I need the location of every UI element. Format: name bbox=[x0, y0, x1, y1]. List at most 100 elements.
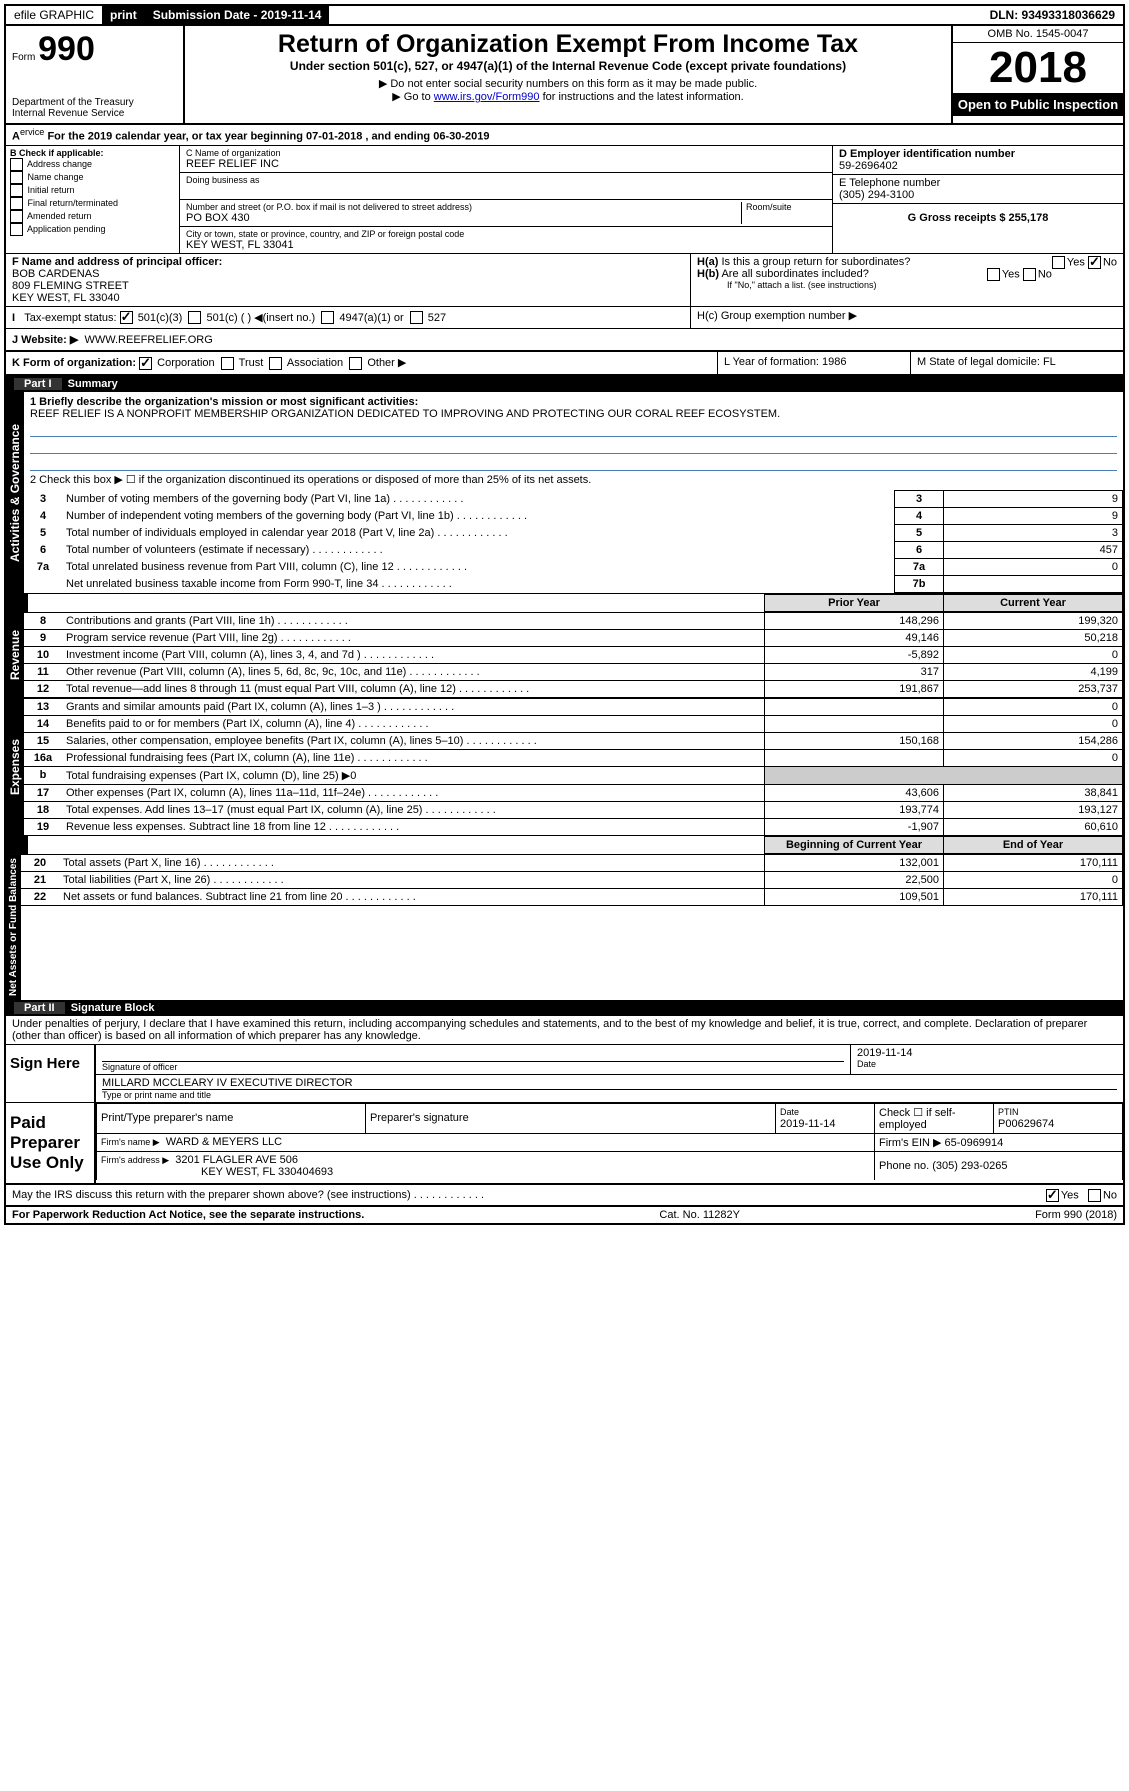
data-row: 10 Investment income (Part VIII, column … bbox=[24, 646, 1123, 663]
col-prior: Prior Year bbox=[765, 594, 944, 611]
sig-officer-label: Signature of officer bbox=[102, 1062, 844, 1072]
form-title: Return of Organization Exempt From Incom… bbox=[189, 30, 947, 59]
firm-city: KEY WEST, FL 330404693 bbox=[101, 1166, 333, 1178]
part1-header: Part I Summary bbox=[6, 376, 1123, 392]
gov-row: 6 Total number of volunteers (estimate i… bbox=[24, 541, 1123, 558]
top-bar: efile GRAPHIC print Submission Date - 20… bbox=[6, 6, 1123, 26]
box-b-item[interactable]: Address change bbox=[10, 158, 175, 171]
data-row: b Total fundraising expenses (Part IX, c… bbox=[24, 766, 1123, 784]
col-begin: Beginning of Current Year bbox=[765, 836, 944, 853]
j-label: J Website: ▶ bbox=[12, 334, 78, 346]
col-end: End of Year bbox=[944, 836, 1123, 853]
data-row: 20 Total assets (Part X, line 16) 132,00… bbox=[21, 854, 1123, 871]
city-label: City or town, state or province, country… bbox=[186, 229, 826, 239]
ptin: P00629674 bbox=[998, 1118, 1054, 1130]
data-row: 18 Total expenses. Add lines 13–17 (must… bbox=[24, 801, 1123, 818]
side-expenses: Expenses bbox=[6, 698, 24, 836]
paid-preparer: Paid Preparer Use Only bbox=[6, 1103, 94, 1183]
firm-addr: 3201 FLAGLER AVE 506 bbox=[175, 1154, 298, 1166]
k-label: K Form of organization: bbox=[12, 357, 136, 369]
data-row: 16a Professional fundraising fees (Part … bbox=[24, 749, 1123, 766]
section-b-to-g: B Check if applicable: Address change Na… bbox=[6, 146, 1123, 253]
data-row: 12 Total revenue—add lines 8 through 11 … bbox=[24, 680, 1123, 697]
cat-no: Cat. No. 11282Y bbox=[659, 1209, 740, 1221]
dln: DLN: 93493318036629 bbox=[982, 6, 1123, 24]
date-label: Date bbox=[857, 1059, 1117, 1069]
data-row: 11 Other revenue (Part VIII, column (A),… bbox=[24, 663, 1123, 680]
box-b-item[interactable]: Amended return bbox=[10, 210, 175, 223]
side-netassets: Net Assets or Fund Balances bbox=[6, 854, 21, 1000]
data-row: 9 Program service revenue (Part VIII, li… bbox=[24, 629, 1123, 646]
hc-label: H(c) Group exemption number ▶ bbox=[691, 307, 1123, 329]
phone-value: (305) 294-3100 bbox=[839, 189, 1117, 201]
form-number: 990 bbox=[38, 30, 95, 68]
firm-phone: Phone no. (305) 293-0265 bbox=[875, 1151, 1123, 1180]
irs-link[interactable]: www.irs.gov/Form990 bbox=[434, 91, 540, 103]
hb-note: If "No," attach a list. (see instruction… bbox=[697, 280, 1117, 290]
note2-post: for instructions and the latest informat… bbox=[540, 91, 744, 103]
discuss-no[interactable] bbox=[1088, 1189, 1101, 1202]
org-address: PO BOX 430 bbox=[186, 212, 741, 224]
data-row: 15 Salaries, other compensation, employe… bbox=[24, 732, 1123, 749]
name-title-label: Type or print name and title bbox=[102, 1089, 1117, 1100]
gov-row: 7a Total unrelated business revenue from… bbox=[24, 558, 1123, 575]
self-emp-check[interactable]: Check ☐ if self-employed bbox=[875, 1103, 994, 1133]
gov-row: 3 Number of voting members of the govern… bbox=[24, 490, 1123, 507]
box-b-label: B Check if applicable: bbox=[10, 148, 175, 158]
dept-treasury: Department of the Treasury Internal Reve… bbox=[12, 97, 177, 119]
ein-value: 59-2696402 bbox=[839, 160, 1117, 172]
submission-date: Submission Date - 2019-11-14 bbox=[145, 6, 330, 24]
box-b-item[interactable]: Name change bbox=[10, 171, 175, 184]
f-label: F Name and address of principal officer: bbox=[12, 256, 684, 268]
addr-label: Number and street (or P.O. box if mail i… bbox=[186, 202, 741, 212]
org-city: KEY WEST, FL 33041 bbox=[186, 239, 826, 251]
hb-label: H(b) Are all subordinates included? Yes … bbox=[697, 268, 1117, 280]
firm-ein: Firm's EIN ▶ 65-0969914 bbox=[875, 1133, 1123, 1151]
c-name-label: C Name of organization bbox=[186, 148, 826, 158]
l-year: L Year of formation: 1986 bbox=[718, 352, 911, 374]
officer-name: BOB CARDENAS bbox=[12, 268, 684, 280]
form-header: Form 990 Department of the Treasury Inte… bbox=[6, 26, 1123, 125]
data-row: 13 Grants and similar amounts paid (Part… bbox=[24, 698, 1123, 715]
data-row: 17 Other expenses (Part IX, column (A), … bbox=[24, 784, 1123, 801]
form-label: Form bbox=[12, 52, 35, 63]
data-row: 19 Revenue less expenses. Subtract line … bbox=[24, 818, 1123, 835]
part2-header: Part II Signature Block bbox=[6, 1000, 1123, 1016]
data-row: 14 Benefits paid to or for members (Part… bbox=[24, 715, 1123, 732]
discuss-label: May the IRS discuss this return with the… bbox=[12, 1189, 411, 1201]
print-button[interactable]: print bbox=[102, 6, 145, 24]
q2: 2 Check this box ▶ ☐ if the organization… bbox=[30, 473, 1117, 486]
501c3-checkbox[interactable] bbox=[120, 311, 133, 324]
data-row: 22 Net assets or fund balances. Subtract… bbox=[21, 888, 1123, 905]
gov-row: 5 Total number of individuals employed i… bbox=[24, 524, 1123, 541]
gov-row: 4 Number of independent voting members o… bbox=[24, 507, 1123, 524]
box-b-item[interactable]: Application pending bbox=[10, 223, 175, 236]
note2-pre: ▶ Go to bbox=[392, 91, 433, 103]
page-footer: For Paperwork Reduction Act Notice, see … bbox=[6, 1207, 1123, 1223]
sign-here: Sign Here bbox=[6, 1045, 94, 1102]
col-current: Current Year bbox=[944, 594, 1123, 611]
sig-date: 2019-11-14 bbox=[857, 1047, 1117, 1059]
box-b-item[interactable]: Initial return bbox=[10, 184, 175, 197]
tax-year: 2018 bbox=[953, 43, 1123, 93]
q1: 1 Briefly describe the organization's mi… bbox=[30, 396, 1117, 408]
firm-name: WARD & MEYERS LLC bbox=[166, 1136, 282, 1148]
dba-label: Doing business as bbox=[186, 175, 826, 185]
side-governance: Activities & Governance bbox=[6, 392, 24, 593]
gross-receipts: G Gross receipts $ 255,178 bbox=[908, 212, 1049, 224]
ein-label: D Employer identification number bbox=[839, 148, 1117, 160]
i-label: Tax-exempt status: bbox=[24, 312, 116, 324]
form-note1: ▶ Do not enter social security numbers o… bbox=[189, 77, 947, 90]
corp-checkbox[interactable] bbox=[139, 357, 152, 370]
data-row: 8 Contributions and grants (Part VIII, l… bbox=[24, 612, 1123, 629]
line-a: Aervice For the 2019 calendar year, or t… bbox=[6, 125, 1123, 146]
box-b-item[interactable]: Final return/terminated bbox=[10, 197, 175, 210]
officer-addr1: 809 FLEMING STREET bbox=[12, 280, 684, 292]
omb-number: OMB No. 1545-0047 bbox=[953, 26, 1123, 43]
side-revenue: Revenue bbox=[6, 612, 24, 698]
discuss-yes[interactable] bbox=[1046, 1189, 1059, 1202]
efile-label: efile GRAPHIC bbox=[6, 6, 102, 24]
org-name: REEF RELIEF INC bbox=[186, 158, 826, 170]
officer-addr2: KEY WEST, FL 33040 bbox=[12, 292, 684, 304]
ha-label: H(a) Is this a group return for subordin… bbox=[697, 256, 1117, 268]
